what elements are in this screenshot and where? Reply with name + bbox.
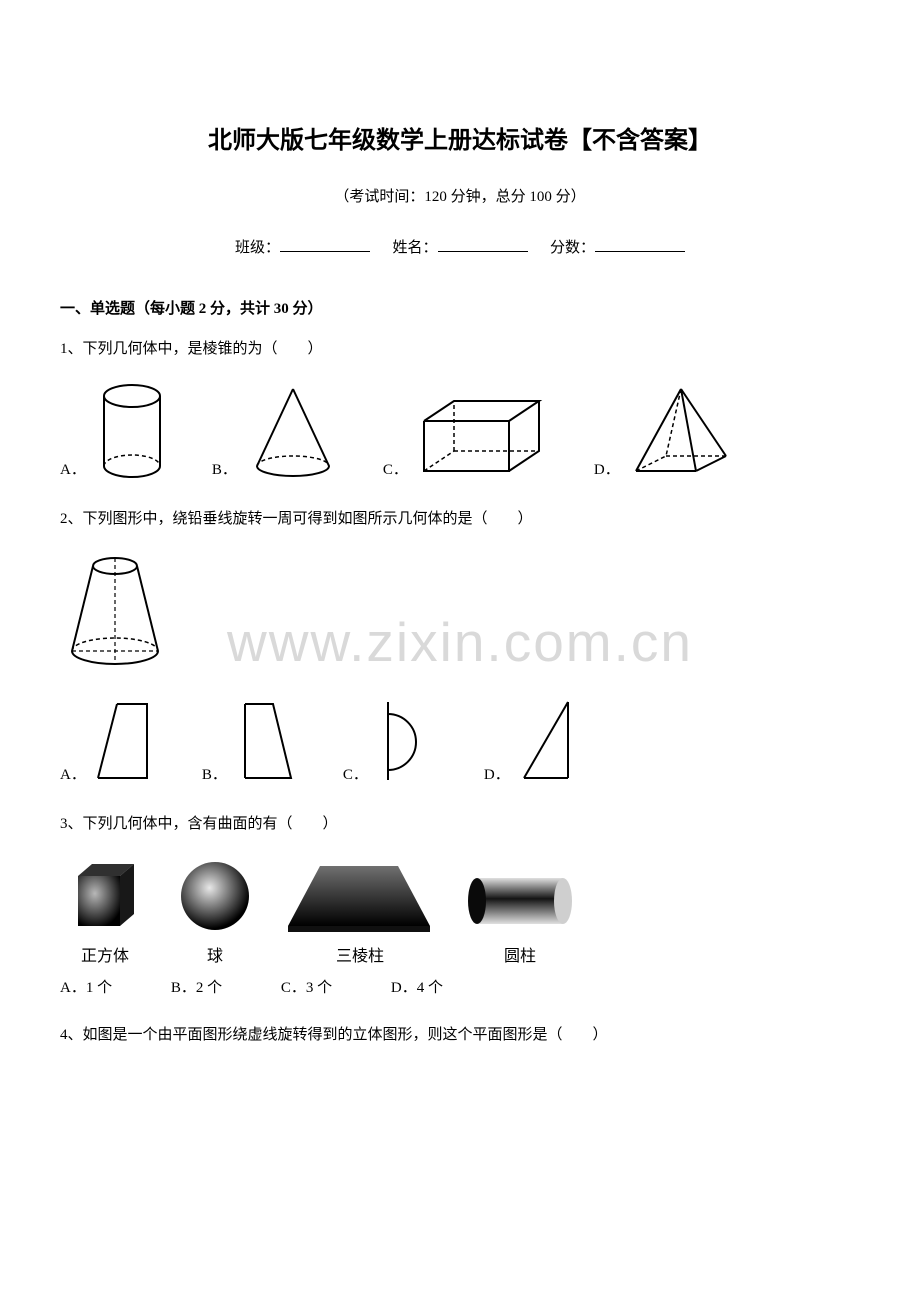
frustum-icon [60,551,170,671]
section-1-head: 一、单选题（每小题 2 分，共计 30 分） [60,297,860,318]
q3-opt-c: C．3 个 [281,976,332,997]
pyramid-icon [626,381,736,481]
q2-opt-d-label: D． [484,763,510,786]
q1-stem: 1、下列几何体中，是棱锥的为（ ） [60,336,860,363]
semicircle-shape-icon [374,696,444,786]
label-score: 分数： [550,240,595,256]
fill-row: 班级： 姓名： 分数： [60,236,860,257]
cuboid-icon [414,391,554,481]
q4-stem: 4、如图是一个由平面图形绕虚线旋转得到的立体图形，则这个平面图形是（ ） [60,1022,860,1049]
prism-solid-icon [280,856,440,936]
cone-icon [243,381,343,481]
blank-score [595,237,685,252]
q2-opt-c-label: C． [343,763,368,786]
label-cylinder: 圆柱 [465,942,575,966]
blank-class [280,237,370,252]
q1-opt-a-label: A． [60,458,86,481]
q3-stem: 3、下列几何体中，含有曲面的有（ ） [60,811,860,838]
q3-options: A．1 个 B．2 个 C．3 个 D．4 个 [60,976,860,997]
cylinder-icon [92,381,172,481]
trapezoid-right-open-icon [92,696,162,786]
q1-opt-c-label: C． [383,458,408,481]
cylinder-solid-icon [465,866,575,936]
label-class: 班级： [235,240,280,256]
q1-opt-b-label: B． [212,458,237,481]
trapezoid-left-open-icon [233,696,303,786]
q1-opt-d-label: D． [594,458,620,481]
q3-opt-b: B．2 个 [171,976,222,997]
q2-opt-a-label: A． [60,763,86,786]
triangle-shape-icon [516,696,586,786]
blank-name [438,237,528,252]
q3-opt-a: A．1 个 [60,976,112,997]
q2-stem: 2、下列图形中，绕铅垂线旋转一周可得到如图所示几何体的是（ ） [60,506,860,533]
q2-options: A． B． C． D． [60,696,860,786]
q1-options: A． B． C． [60,381,860,481]
cube-solid-icon [60,856,150,936]
q3-solids: 正方体 球 [60,856,860,966]
label-prism: 三棱柱 [280,942,440,966]
q3-opt-d: D．4 个 [391,976,443,997]
label-name: 姓名： [392,240,437,256]
page-title: 北师大版七年级数学上册达标试卷【不含答案】 [60,120,860,155]
exam-info: （考试时间：120 分钟，总分 100 分） [60,185,860,206]
q2-opt-b-label: B． [202,763,227,786]
label-sphere: 球 [175,942,255,966]
sphere-solid-icon [175,856,255,936]
label-cube: 正方体 [60,942,150,966]
